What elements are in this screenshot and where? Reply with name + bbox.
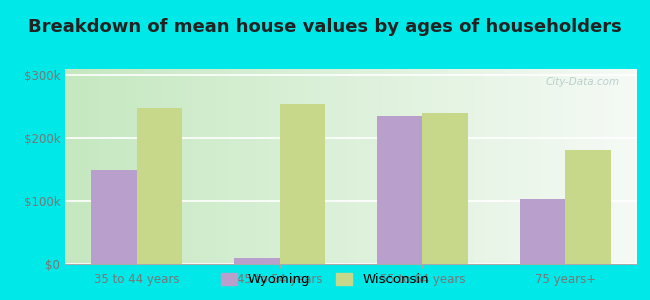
Bar [136, 108, 183, 264]
Bar [377, 116, 423, 264]
Text: City-Data.com: City-Data.com [546, 77, 620, 87]
Bar [280, 103, 325, 264]
Bar [234, 258, 280, 264]
Bar [422, 113, 468, 264]
Bar [91, 169, 136, 264]
Bar [519, 199, 566, 264]
Legend: Wyoming, Wisconsin: Wyoming, Wisconsin [217, 269, 433, 290]
Bar [566, 149, 611, 264]
Text: Breakdown of mean house values by ages of householders: Breakdown of mean house values by ages o… [28, 18, 622, 36]
